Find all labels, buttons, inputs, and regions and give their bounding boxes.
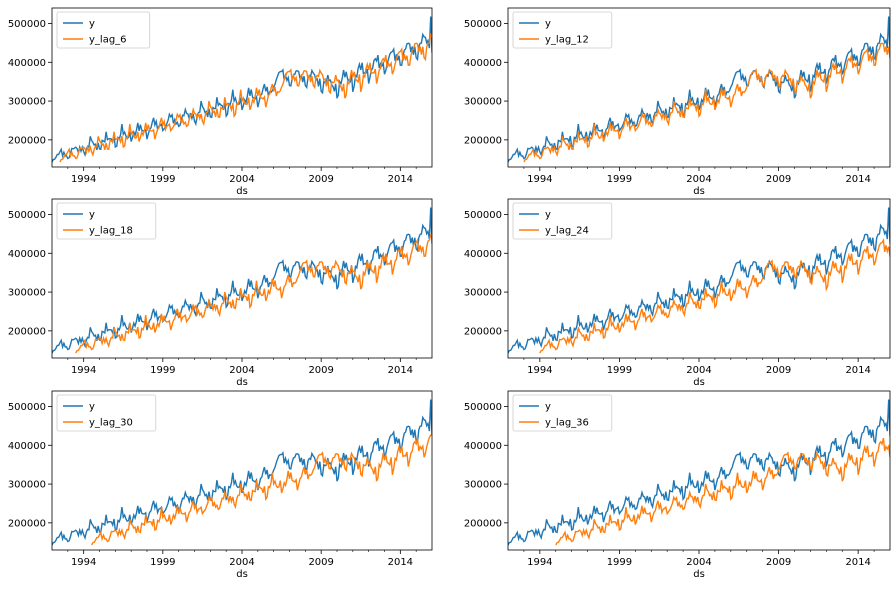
subplot-6: 1994 1999 2004 2009 2014 200000 300000 400000 50…	[464, 390, 891, 580]
series-line-y_lag_24	[539, 238, 890, 354]
series-line-y	[52, 207, 432, 354]
y-tick-label: 500000	[464, 402, 502, 413]
legend: y y_lag_6	[56, 11, 151, 49]
series-line-y	[508, 399, 890, 546]
legend: y y_lag_12	[512, 11, 613, 49]
x-tick-label: 2004	[686, 365, 711, 376]
y-tick-label: 300000	[464, 97, 502, 108]
x-tick-label: 2014	[388, 557, 413, 568]
x-tick-label: 2014	[845, 365, 870, 376]
legend: y y_lag_18	[56, 202, 157, 240]
subplot-2: 1994 1999 2004 2009 2014 200000 300000 400000 50…	[464, 7, 891, 197]
y-tick-label: 400000	[464, 249, 502, 260]
x-tick-label: 1994	[71, 557, 96, 568]
legend-label-y: y	[89, 210, 95, 221]
y-tick-label: 500000	[464, 210, 502, 221]
y-tick-label: 300000	[8, 480, 46, 491]
series-line-y_lag_18	[75, 233, 432, 354]
legend-label-y: y	[545, 402, 551, 413]
x-tick-label: 1999	[150, 557, 175, 568]
x-tick-label: 2014	[388, 365, 413, 376]
x-tick-label: 2014	[845, 557, 870, 568]
y-tick-label: 500000	[8, 402, 46, 413]
x-tick-label: 1994	[527, 365, 552, 376]
legend: y y_lag_24	[512, 202, 613, 240]
legend-label-y_lag_6: y_lag_6	[89, 35, 127, 46]
x-tick-label: 1994	[71, 174, 96, 185]
x-tick-label: 2014	[845, 174, 870, 185]
x-tick-label: 2009	[766, 174, 791, 185]
y-tick-label: 500000	[8, 210, 46, 221]
subplot-5: 1994 1999 2004 2009 2014 200000 300000 400000 50…	[8, 390, 433, 580]
y-tick-label: 200000	[8, 326, 46, 337]
y-tick-label: 300000	[464, 480, 502, 491]
legend-label-y_lag_36: y_lag_36	[545, 418, 589, 429]
y-tick-label: 400000	[8, 441, 46, 452]
legend-label-y_lag_24: y_lag_24	[545, 226, 589, 237]
legend-label-y_lag_30: y_lag_30	[89, 418, 133, 429]
x-axis-label: ds	[693, 569, 705, 580]
y-tick-label: 400000	[464, 441, 502, 452]
x-tick-label: 2009	[308, 174, 333, 185]
y-tick-label: 500000	[8, 19, 46, 30]
x-tick-label: 2004	[686, 557, 711, 568]
subplot-4: 1994 1999 2004 2009 2014 200000 300000 400000 50…	[464, 198, 891, 388]
x-tick-label: 1999	[150, 365, 175, 376]
x-tick-label: 2009	[308, 365, 333, 376]
y-tick-label: 200000	[8, 518, 46, 529]
series-line-y	[52, 16, 432, 163]
x-tick-label: 2009	[766, 365, 791, 376]
x-tick-label: 1999	[150, 174, 175, 185]
x-tick-label: 1994	[527, 174, 552, 185]
y-tick-label: 200000	[8, 135, 46, 146]
y-tick-label: 400000	[8, 58, 46, 69]
x-tick-label: 2004	[229, 174, 254, 185]
x-tick-label: 2009	[308, 557, 333, 568]
y-tick-label: 200000	[464, 135, 502, 146]
series-line-y_lag_36	[555, 437, 890, 546]
series-line-y_lag_6	[59, 32, 432, 163]
series-line-y_lag_30	[90, 433, 432, 546]
legend-label-y: y	[89, 402, 95, 413]
x-tick-label: 2004	[229, 557, 254, 568]
x-tick-label: 2004	[686, 174, 711, 185]
y-tick-label: 200000	[464, 326, 502, 337]
y-tick-label: 400000	[464, 58, 502, 69]
x-axis-label: ds	[236, 377, 248, 388]
x-tick-label: 1999	[607, 365, 632, 376]
x-axis-label: ds	[236, 569, 248, 580]
x-tick-label: 2004	[229, 365, 254, 376]
y-tick-label: 400000	[8, 249, 46, 260]
y-tick-label: 500000	[464, 19, 502, 30]
x-tick-label: 1994	[527, 557, 552, 568]
legend: y y_lag_30	[56, 394, 157, 432]
subplot-3: 1994 1999 2004 2009 2014 200000 300000 400000 50…	[8, 198, 433, 388]
x-tick-label: 1999	[607, 174, 632, 185]
y-tick-label: 300000	[8, 288, 46, 299]
y-tick-label: 300000	[464, 288, 502, 299]
x-axis-label: ds	[693, 186, 705, 197]
legend-label-y: y	[89, 19, 95, 30]
legend-label-y: y	[545, 19, 551, 30]
legend-label-y_lag_18: y_lag_18	[89, 226, 133, 237]
y-tick-label: 300000	[8, 97, 46, 108]
x-axis-label: ds	[693, 377, 705, 388]
legend-label-y: y	[545, 210, 551, 221]
x-tick-label: 1994	[71, 365, 96, 376]
x-tick-label: 2009	[766, 557, 791, 568]
series-line-y	[508, 207, 890, 354]
x-tick-label: 2014	[388, 174, 413, 185]
subplot-1: 1994 1999 2004 2009 2014 200000 300000 400000 50…	[8, 7, 433, 197]
x-axis-label: ds	[236, 186, 248, 197]
series-line-y_lag_12	[523, 42, 890, 163]
y-tick-label: 200000	[464, 518, 502, 529]
legend-label-y_lag_12: y_lag_12	[545, 35, 589, 46]
legend: y y_lag_36	[512, 394, 613, 432]
x-tick-label: 1999	[607, 557, 632, 568]
